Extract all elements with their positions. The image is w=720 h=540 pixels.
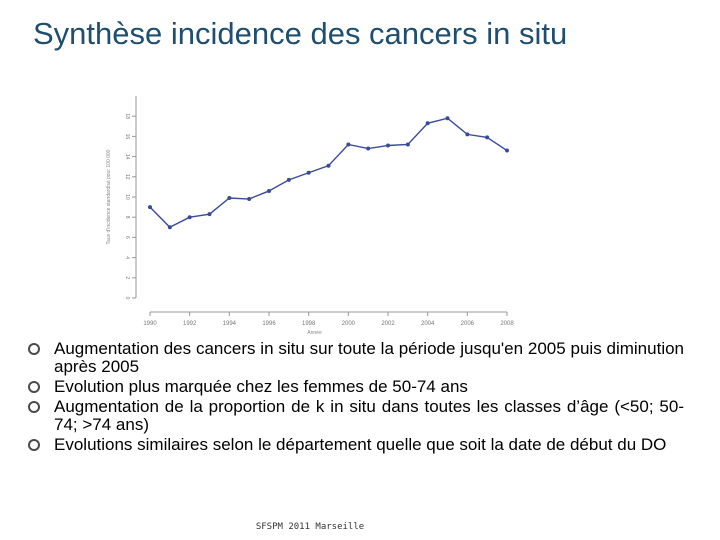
data-point (187, 215, 192, 220)
y-axis-label: Taux d'incidence standardisé pour 100 00… (106, 149, 112, 244)
data-point (425, 121, 430, 126)
bullet-item: Evolution plus marquée chez les femmes d… (28, 378, 684, 396)
bullet-text: Augmentation des cancers in situ sur tou… (54, 339, 684, 376)
x-tick-label: 1998 (302, 321, 316, 327)
data-point (306, 170, 311, 175)
x-tick-label: 2004 (421, 321, 435, 327)
x-axis-label: Année (307, 330, 322, 336)
y-tick-label: 4 (124, 256, 130, 259)
data-point (366, 146, 371, 151)
bullet-text: Augmentation de la proportion de k in si… (54, 397, 684, 434)
y-tick-label: 0 (124, 297, 130, 300)
data-point (445, 116, 450, 121)
bullet-item: Augmentation des cancers in situ sur tou… (28, 340, 684, 376)
y-tick-label: 12 (124, 174, 130, 180)
x-tick-label: 1992 (183, 321, 197, 327)
y-tick-label: 18 (124, 113, 130, 119)
data-point (346, 142, 351, 147)
data-point (267, 188, 271, 193)
y-tick-label: 6 (124, 236, 130, 239)
data-point (148, 205, 152, 210)
data-point (386, 143, 390, 148)
y-tick-label: 8 (124, 216, 130, 219)
x-tick-label: 2006 (461, 321, 475, 327)
y-tick-label: 2 (124, 276, 130, 279)
data-point (405, 142, 410, 147)
data-point (465, 132, 470, 137)
data-point (505, 148, 509, 153)
data-point (286, 177, 291, 182)
data-point (326, 163, 331, 168)
slide-title: Synthèse incidence des cancers in situ (33, 16, 568, 51)
data-point (485, 135, 490, 140)
circle-bullet-icon (28, 401, 40, 413)
y-tick-label: 10 (124, 194, 130, 200)
bullet-text: Evolutions similaires selon le départeme… (54, 435, 667, 454)
circle-bullet-icon (28, 343, 40, 355)
bullet-item: Evolutions similaires selon le départeme… (28, 436, 684, 454)
circle-bullet-icon (28, 381, 40, 393)
bullet-item: Augmentation de la proportion de k in si… (28, 398, 684, 434)
data-point (247, 197, 252, 202)
data-point (207, 212, 212, 217)
x-tick-label: 1990 (143, 321, 157, 327)
circle-bullet-icon (28, 439, 40, 451)
bullet-list: Augmentation des cancers in situ sur tou… (28, 340, 684, 456)
x-tick-label: 2002 (381, 321, 395, 327)
data-point (167, 225, 172, 230)
y-tick-label: 14 (124, 154, 130, 160)
incidence-chart: 0 2 4 6 8 10 12 14 16 18 1990 1992 1994 1996 1998 2000 2… (102, 86, 532, 336)
x-tick-label: 1996 (262, 321, 276, 327)
y-tick-label: 16 (124, 134, 130, 140)
x-tick-label: 1994 (223, 321, 237, 327)
bullet-text: Evolution plus marquée chez les femmes d… (54, 377, 468, 396)
slide-footer: SFSPM 2011 Marseille (255, 522, 365, 532)
x-tick-label: 2008 (500, 321, 514, 327)
x-tick-label: 2000 (342, 321, 356, 327)
chart-svg: 0 2 4 6 8 10 12 14 16 18 1990 1992 1994 1996 1998 2000 2… (106, 96, 514, 336)
series-line (149, 117, 508, 229)
data-point (227, 196, 232, 201)
